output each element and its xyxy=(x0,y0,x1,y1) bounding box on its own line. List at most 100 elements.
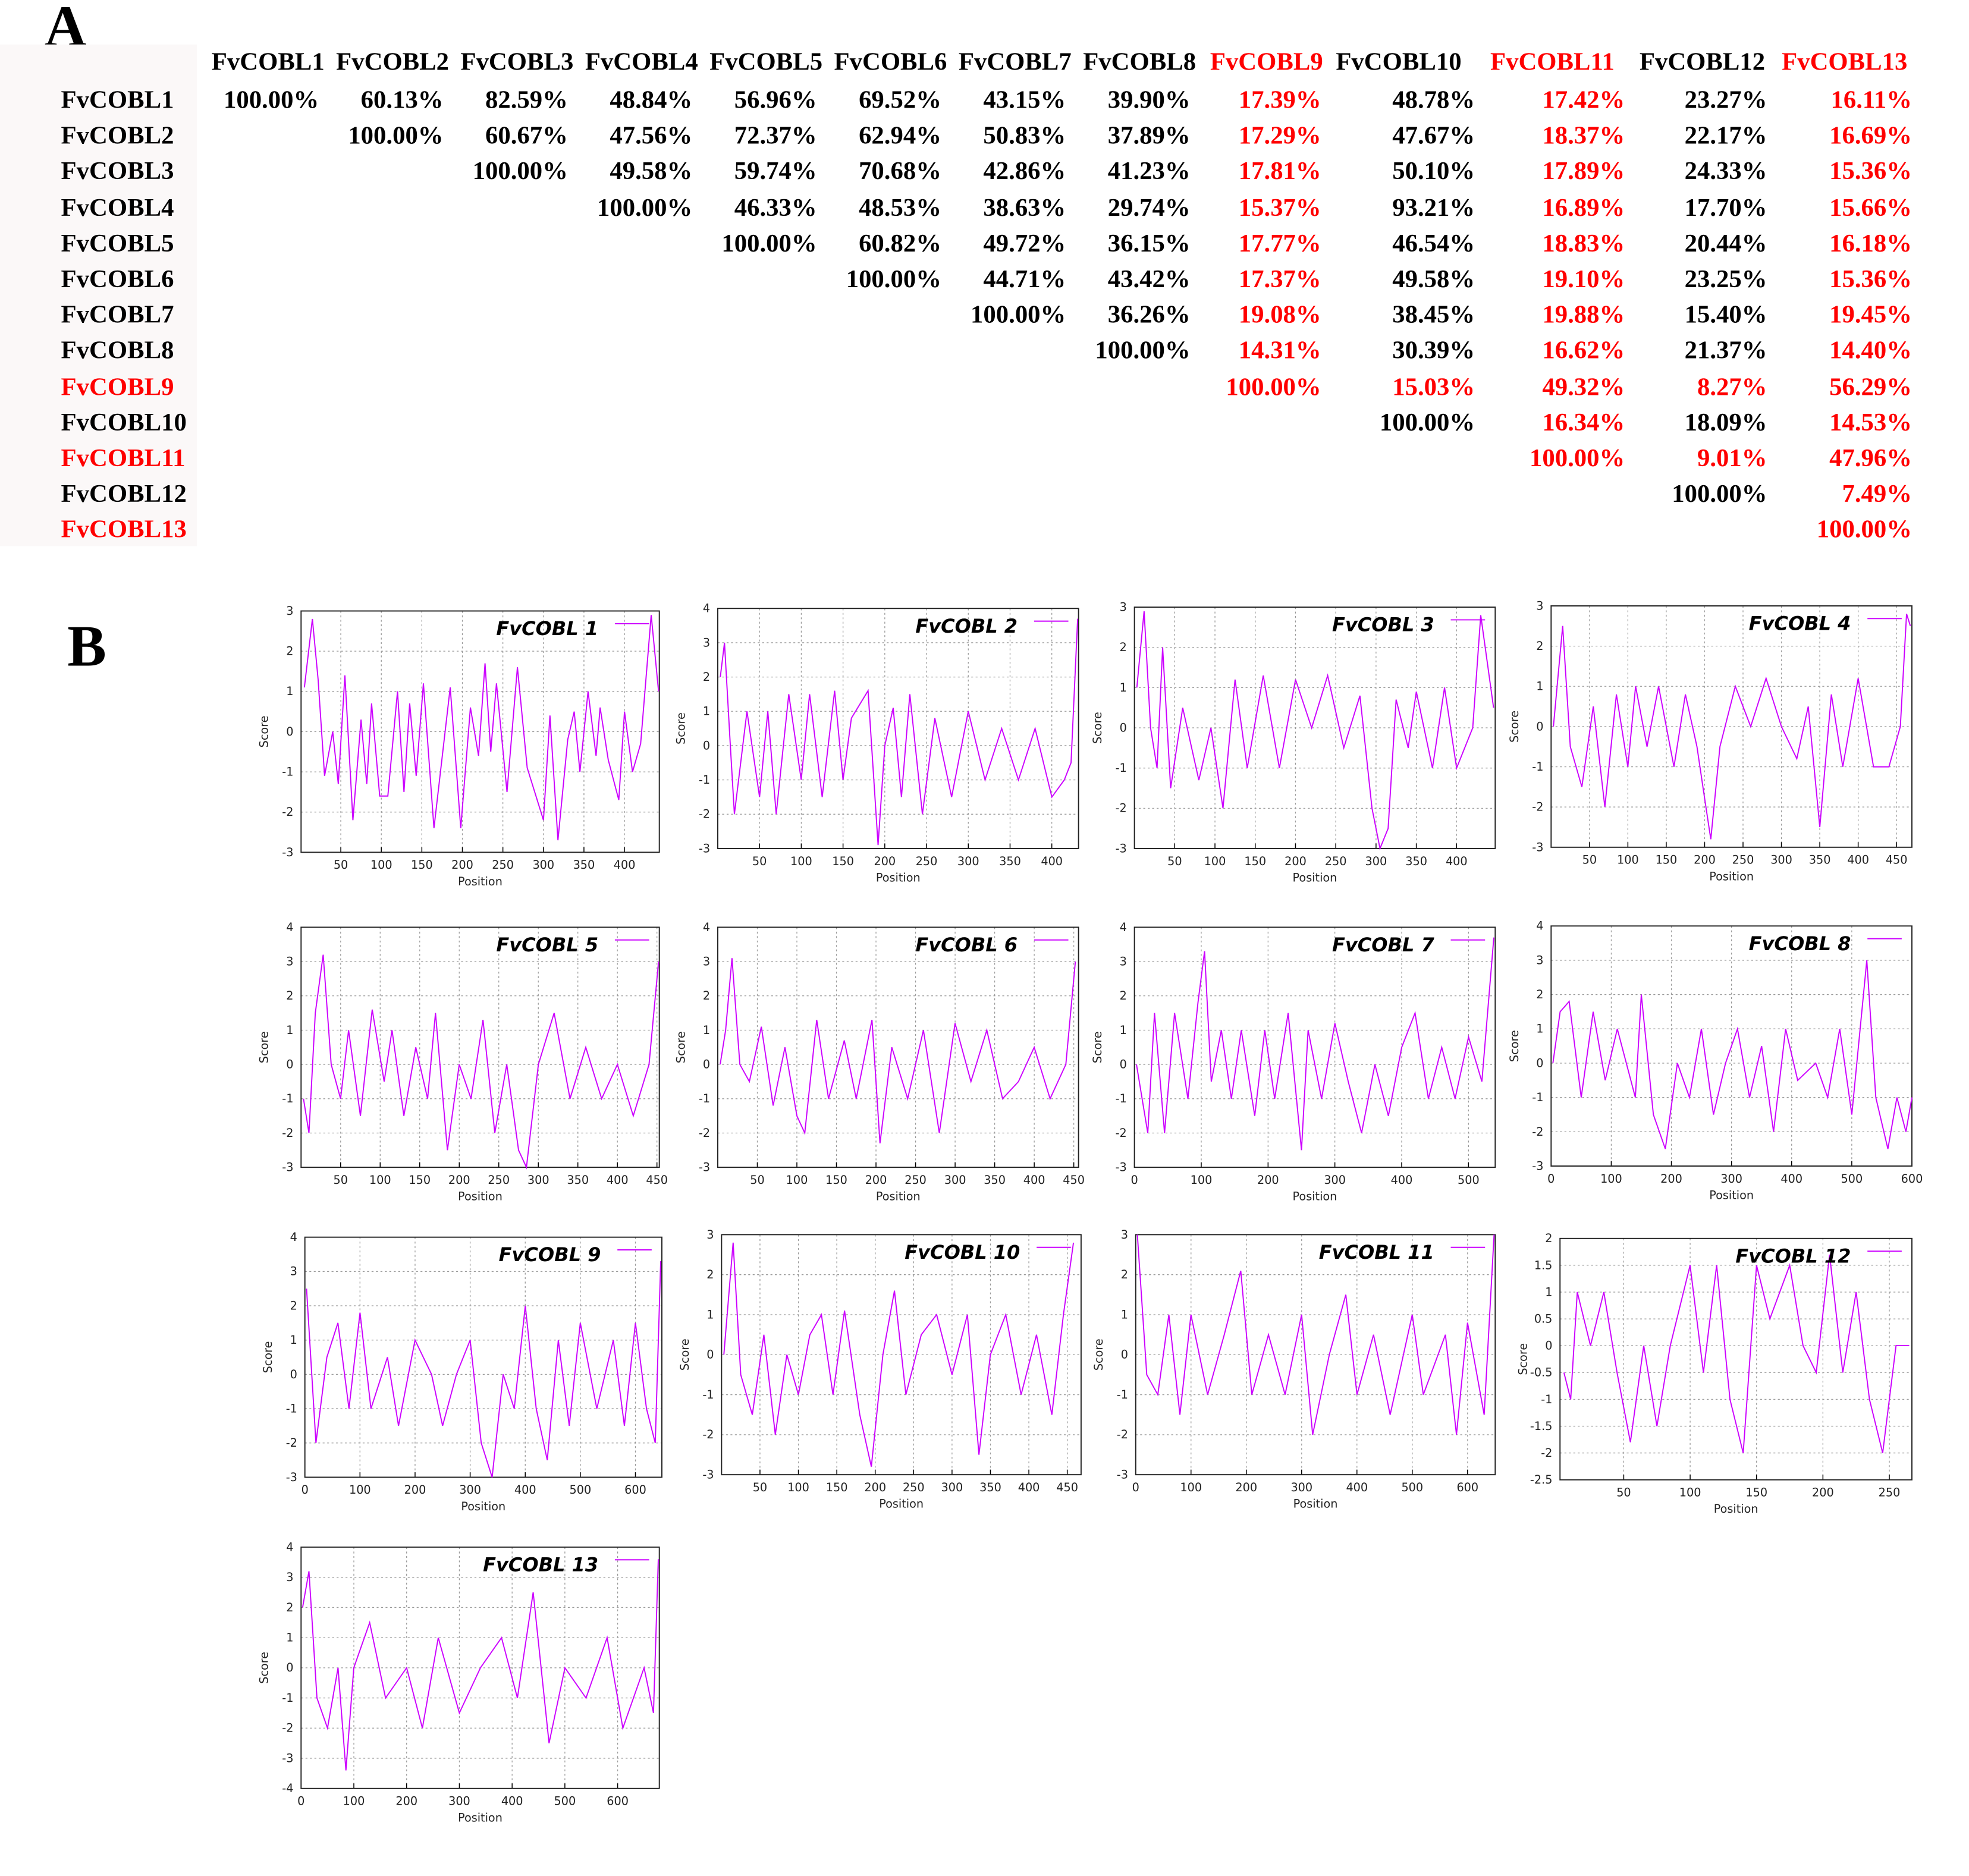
y-tick-label: -1 xyxy=(282,765,293,779)
table-cell: 18.83% xyxy=(1542,230,1625,258)
table-cell: 50.10% xyxy=(1392,158,1475,186)
table-cell: 41.23% xyxy=(1107,158,1191,186)
x-tick-label: 300 xyxy=(532,858,554,872)
table-cell: 100.00% xyxy=(472,158,568,186)
x-tick-label: 400 xyxy=(607,1173,629,1187)
plot-10: 50 100 150 200 250 300 350 400 450 -3 -2 -1 0 1 2 3 FvCO… xyxy=(678,1228,1082,1511)
column-header: FvCOBL2 xyxy=(336,48,450,77)
x-axis-label: Position xyxy=(458,1811,503,1824)
plot-frame xyxy=(721,1234,1082,1476)
table-cell: 17.29% xyxy=(1238,122,1321,150)
column-header: FvCOBL12 xyxy=(1639,48,1766,77)
x-tick-label: 0 xyxy=(1132,1481,1139,1494)
y-tick-label: 1 xyxy=(290,1333,297,1347)
plot-2: 50 100 150 200 250 300 350 400 -3 -2 -1 0 1 2 3 4 FvCOBL… xyxy=(674,602,1079,885)
y-tick-label: -2 xyxy=(1117,1428,1128,1441)
x-axis-label: Position xyxy=(876,1190,921,1203)
x-axis-label: Position xyxy=(458,1190,503,1203)
x-tick-label: 100 xyxy=(786,1173,808,1187)
x-tick-label: 300 xyxy=(957,854,979,868)
column-header: FvCOBL11 xyxy=(1490,48,1615,77)
y-tick-label: 4 xyxy=(703,602,710,615)
plot-7: 0 100 200 300 400 500 -3 -2 -1 0 1 2 3 4 FvCOBL 7 Posit… xyxy=(1091,920,1496,1203)
x-tick-label: 200 xyxy=(448,1173,470,1187)
plot-title: FvCOBL 6 xyxy=(915,934,1018,956)
y-tick-label: 1 xyxy=(1120,1023,1127,1037)
y-tick-label: -2.5 xyxy=(1530,1473,1553,1487)
x-tick-label: 250 xyxy=(492,858,514,872)
column-header: FvCOBL10 xyxy=(1336,48,1462,77)
table-cell: 43.15% xyxy=(983,86,1066,115)
y-tick-label: 2 xyxy=(1121,1268,1128,1281)
x-tick-label: 0 xyxy=(302,1483,309,1497)
table-cell: 47.96% xyxy=(1829,444,1912,473)
x-axis-label: Position xyxy=(1709,869,1754,883)
row-label: FvCOBL6 xyxy=(61,265,174,294)
x-tick-label: 0 xyxy=(1547,1172,1555,1186)
score-line xyxy=(723,1242,1075,1467)
x-axis-label: Position xyxy=(461,1500,505,1513)
x-tick-label: 200 xyxy=(1285,854,1307,868)
table-cell: 16.62% xyxy=(1542,337,1625,365)
x-tick-label: 500 xyxy=(1401,1481,1423,1494)
y-tick-label: 2 xyxy=(1545,1231,1552,1245)
table-cell: 59.74% xyxy=(734,158,817,186)
x-tick-label: 300 xyxy=(459,1483,481,1497)
column-header: FvCOBL9 xyxy=(1210,48,1323,77)
table-cell: 60.82% xyxy=(859,230,941,258)
plot-12: 50 100 150 200 250 -2.5 -2 -1.5 -1 -0.5 0 0.5 1 1.5 2 F… xyxy=(1516,1231,1913,1516)
x-tick-label: 150 xyxy=(1244,854,1266,868)
y-tick-label: -3 xyxy=(282,1161,293,1174)
x-tick-label: 400 xyxy=(501,1795,523,1808)
y-tick-label: 2 xyxy=(286,1601,293,1614)
y-tick-label: -4 xyxy=(282,1781,293,1795)
row-label: FvCOBL8 xyxy=(61,337,174,365)
x-tick-label: 300 xyxy=(527,1173,549,1187)
y-axis-label: Score xyxy=(1092,1338,1106,1371)
x-tick-label: 400 xyxy=(1346,1481,1368,1494)
x-tick-label: 350 xyxy=(567,1173,589,1187)
y-tick-label: -2 xyxy=(286,1436,297,1450)
x-tick-label: 400 xyxy=(614,858,636,872)
x-tick-label: 100 xyxy=(1204,854,1226,868)
table-cell: 100.00% xyxy=(1816,516,1912,545)
table-cell: 17.89% xyxy=(1542,158,1625,186)
table-cell: 15.03% xyxy=(1392,373,1475,401)
y-tick-label: 0.5 xyxy=(1534,1312,1553,1325)
score-line xyxy=(1136,937,1494,1151)
table-cell: 17.81% xyxy=(1238,158,1321,186)
table-cell: 14.53% xyxy=(1829,408,1912,437)
x-tick-label: 150 xyxy=(1656,853,1678,867)
plot-13: 0 100 200 300 400 500 600 -4 -3 -2 -1 0 1 2 3 4 FvCOBL 1… xyxy=(257,1540,660,1824)
plot-frame xyxy=(1133,926,1496,1168)
x-tick-label: 200 xyxy=(395,1795,417,1808)
y-tick-label: -2 xyxy=(282,1721,293,1735)
x-tick-label: 50 xyxy=(753,1481,767,1494)
y-tick-label: 0 xyxy=(703,739,710,752)
x-tick-label: 350 xyxy=(1809,853,1831,867)
plot-title: FvCOBL 7 xyxy=(1332,934,1434,956)
column-header: FvCOBL1 xyxy=(211,48,325,77)
y-tick-label: 1 xyxy=(1545,1285,1552,1299)
table-cell: 100.00% xyxy=(597,193,693,222)
y-tick-label: -1 xyxy=(1532,1091,1543,1104)
x-tick-label: 50 xyxy=(1616,1485,1631,1499)
table-cell: 15.36% xyxy=(1829,158,1912,186)
plot-title: FvCOBL 1 xyxy=(496,617,598,640)
x-tick-label: 250 xyxy=(903,1481,925,1494)
table-cell: 37.89% xyxy=(1107,122,1191,150)
table-cell: 100.00% xyxy=(348,122,444,150)
row-label: FvCOBL3 xyxy=(61,158,174,186)
table-cell: 21.37% xyxy=(1684,337,1767,365)
row-label: FvCOBL7 xyxy=(61,301,174,329)
y-tick-label: 0 xyxy=(286,1661,293,1674)
table-cell: 14.31% xyxy=(1238,337,1321,365)
y-tick-label: 0 xyxy=(1545,1339,1552,1353)
x-tick-label: 450 xyxy=(1063,1173,1085,1187)
x-axis-label: Position xyxy=(879,1497,924,1511)
y-tick-label: -3 xyxy=(282,1751,293,1765)
plot-frame xyxy=(1133,607,1496,849)
x-tick-label: 100 xyxy=(369,1173,391,1187)
x-axis-label: Position xyxy=(458,875,503,888)
plot-frame xyxy=(300,926,660,1168)
